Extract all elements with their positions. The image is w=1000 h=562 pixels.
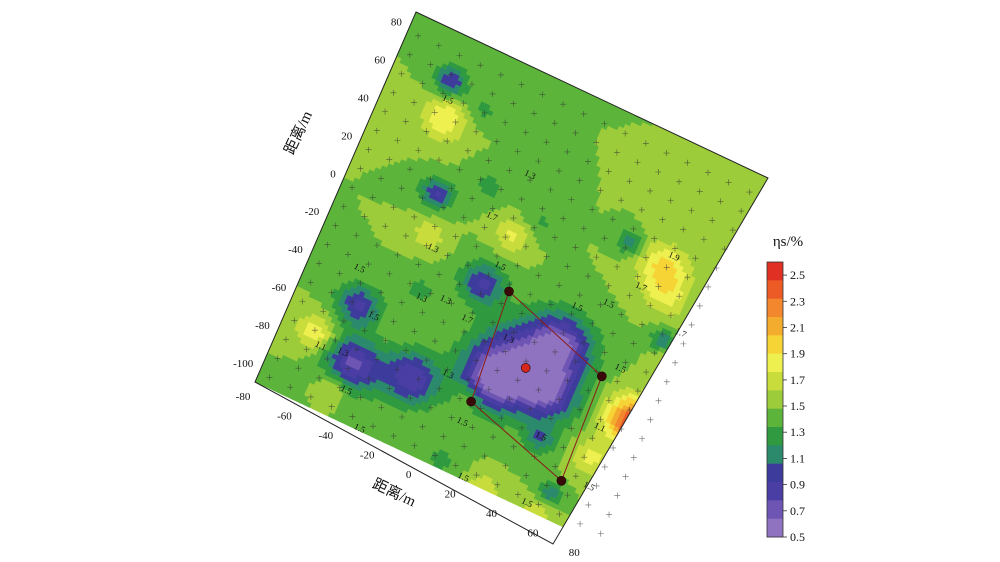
contour-field [255, 12, 768, 544]
